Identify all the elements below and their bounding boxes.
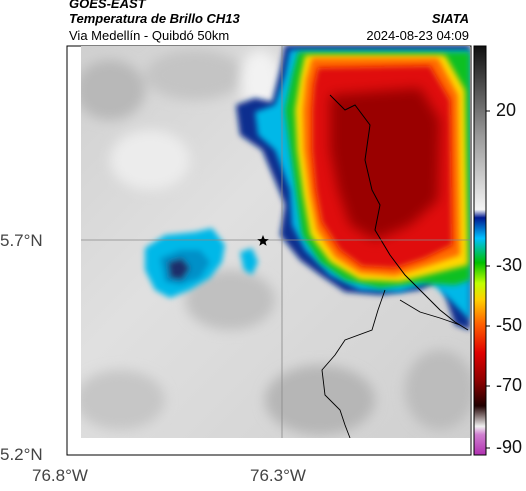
org-label: SIATA bbox=[431, 11, 469, 26]
colorbar-tick-label: -30 bbox=[496, 255, 523, 275]
colorbar bbox=[473, 45, 487, 456]
colorbar-tick-label: -90 bbox=[496, 437, 523, 457]
map-subtitle: Via Medellín - Quibdó 50km bbox=[69, 28, 230, 43]
imagery bbox=[81, 46, 470, 438]
source-label: GOES-EAST bbox=[69, 0, 146, 11]
river-line bbox=[321, 289, 386, 438]
colorbar-tick-label: -50 bbox=[496, 315, 523, 335]
lat-label: 5.7°N bbox=[0, 231, 43, 250]
star-marker bbox=[257, 235, 269, 246]
product-title: Temperatura de Brillo CH13 bbox=[69, 11, 240, 26]
colorbar-tick-label: -70 bbox=[496, 375, 523, 395]
datetime-label: 2024-08-23 04:09 bbox=[366, 28, 469, 43]
lat-label: 5.2°N bbox=[0, 445, 43, 464]
border-line bbox=[329, 94, 469, 331]
lon-label: 76.8°W bbox=[32, 466, 88, 485]
colorbar-tick-label: 20 bbox=[496, 100, 517, 120]
storm-cell-large bbox=[236, 46, 470, 330]
lon-label: 76.3°W bbox=[250, 466, 306, 485]
storm-cell-small bbox=[145, 228, 258, 298]
